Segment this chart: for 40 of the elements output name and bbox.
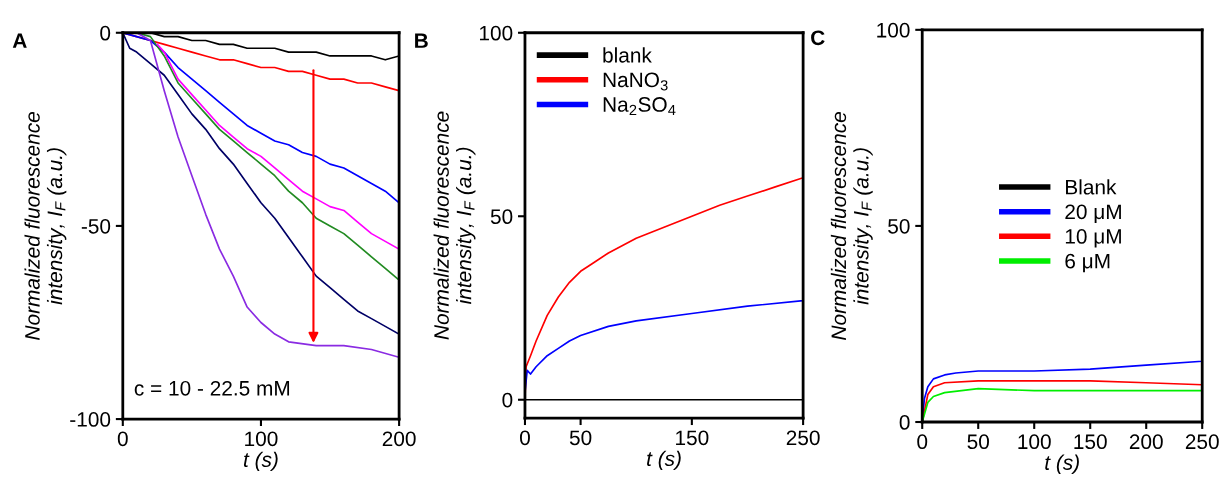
chart-title: B <box>415 33 428 48</box>
y-tick-label: 0 <box>899 415 910 430</box>
x-tick-label: 150 <box>1074 434 1107 450</box>
y-tick-label: 50 <box>490 209 513 225</box>
x-axis-title: t (s) <box>647 450 681 471</box>
x-tick-label: 0 <box>917 434 928 450</box>
legend-label: 10 μM <box>1065 229 1121 248</box>
legend-label: Blank <box>1066 179 1117 195</box>
y-tick-label: 100 <box>877 22 910 38</box>
x-tick-label: 50 <box>569 430 592 446</box>
x-tick-label: 50 <box>967 434 989 450</box>
y-axis-title: Normalized fluorescence intensity, I$_{F}$ (a.u.) <box>24 112 67 340</box>
y-axis-title: Normalized fluorescence intensity, I$_{F}$ (a.u.) <box>830 112 873 340</box>
x-axis-title: t (s) <box>1045 454 1079 475</box>
x-axis-title: t (s) <box>243 451 278 472</box>
x-tick-label: 0 <box>117 431 128 447</box>
x-tick-label: 250 <box>1185 434 1219 450</box>
legend-label: 20 μM <box>1065 204 1121 223</box>
y-tick-label: 0 <box>100 25 111 41</box>
y-axis-title: Normalized fluorescence intensity, I$_{F}$ (a.u.) <box>433 111 476 340</box>
x-tick-label: 100 <box>245 431 278 447</box>
x-tick-label: 200 <box>1129 434 1163 450</box>
x-tick-label: 200 <box>382 431 416 447</box>
legend-label: Na$_{2}$SO$_{4}$ <box>603 97 676 115</box>
chart-title: C <box>811 30 825 46</box>
x-tick-label: 100 <box>1018 434 1051 450</box>
y-tick-label: -100 <box>70 412 111 427</box>
legend-label: blank <box>603 47 652 63</box>
x-tick-label: 250 <box>786 430 820 446</box>
y-tick-label: 0 <box>502 392 513 408</box>
legend-label: NaNO$_{3}$ <box>603 72 668 91</box>
legend-label: 6 μM <box>1065 253 1110 273</box>
chart-title: A <box>12 33 27 48</box>
annotation: c = 10 - 22.5 mM <box>134 380 290 396</box>
y-tick-label: -50 <box>81 218 111 234</box>
x-tick-label: 150 <box>676 430 709 446</box>
y-tick-label: 50 <box>888 218 910 234</box>
line-series <box>156 43 400 250</box>
x-tick-label: 0 <box>519 430 530 446</box>
y-tick-label: 100 <box>480 25 513 41</box>
